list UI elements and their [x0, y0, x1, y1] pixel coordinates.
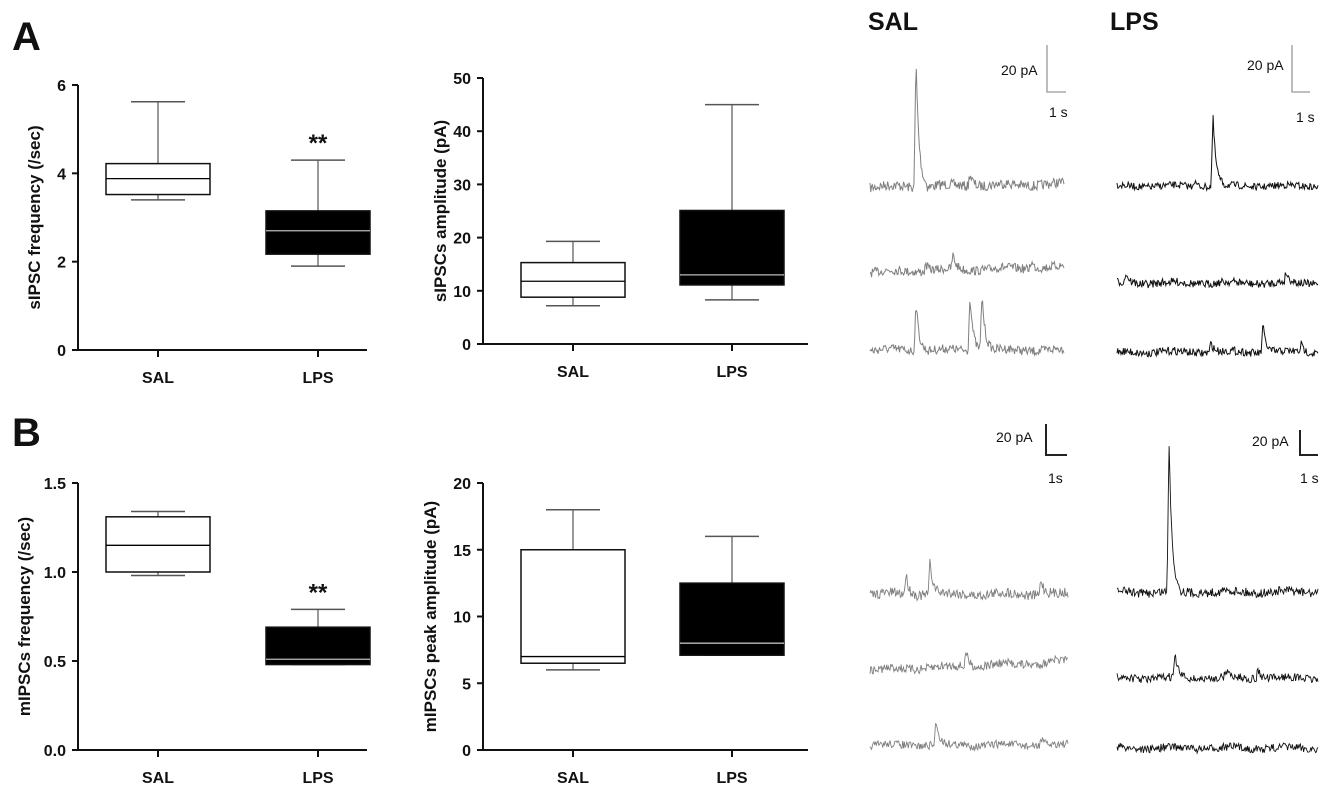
x-tick-label: SAL — [557, 770, 589, 787]
y-tick-label: 1.5 — [44, 476, 66, 493]
scale-bar-y-label: 20 pA — [1247, 57, 1284, 73]
scale-bar-y-label: 20 pA — [1001, 62, 1038, 78]
significance-marker: ** — [309, 130, 328, 157]
y-axis-label: sIPSC frequency (/sec) — [25, 125, 44, 309]
box-iqr — [520, 261, 626, 298]
scale-bar-x-label: 1 s — [1296, 109, 1315, 125]
y-tick-label: 10 — [453, 610, 471, 627]
y-tick-label: 15 — [453, 543, 471, 560]
y-tick-label: 0 — [462, 743, 471, 760]
box-iqr — [265, 626, 371, 666]
chart-sipsc-amplitude: 0 10 20 30 40 50 sIPSCs amplitude (pA) SAL LPS — [431, 71, 808, 381]
x-tick-label: LPS — [716, 770, 747, 787]
y-tick-label: 2 — [57, 255, 66, 272]
box-sal — [520, 508, 626, 671]
scale-bar-lines — [1045, 424, 1067, 456]
trace-title-sal: SAL — [868, 8, 918, 36]
trace-line — [1116, 446, 1319, 599]
scale-bar-x-label: 1s — [1048, 470, 1063, 486]
y-tick-label: 50 — [453, 71, 471, 88]
box-lps — [679, 535, 785, 656]
trace-line — [1116, 272, 1319, 289]
box-lps — [265, 608, 371, 666]
scale-bar-x-label: 1 s — [1300, 470, 1319, 486]
scale-bar-y-label: 20 pA — [996, 429, 1033, 445]
y-tick-label: 5 — [462, 676, 471, 693]
box-iqr — [105, 516, 211, 573]
x-tick-label: SAL — [557, 364, 589, 381]
panel-label-b: B — [12, 411, 41, 455]
box-iqr — [679, 209, 785, 286]
trace-line — [869, 68, 1065, 193]
scale-bar-a-lps: 20 pA 1 s — [1247, 45, 1315, 125]
trace-line — [1116, 325, 1319, 358]
box-sal — [105, 101, 211, 201]
box-iqr — [265, 210, 371, 255]
x-tick-label: LPS — [302, 770, 333, 787]
y-tick-label: 0.0 — [44, 743, 66, 760]
x-tick-label: LPS — [716, 364, 747, 381]
scale-bar-x-label: 1 s — [1049, 104, 1068, 120]
y-tick-label: 0 — [57, 343, 66, 360]
trace-line — [1116, 115, 1319, 192]
y-axis-label: mIPSCs frequency (/sec) — [15, 517, 34, 716]
y-tick-label: 20 — [453, 476, 471, 493]
x-tick-label: SAL — [142, 770, 174, 787]
y-axis-label: sIPSCs amplitude (pA) — [431, 120, 450, 302]
trace-line — [1116, 654, 1319, 684]
box-sal — [520, 240, 626, 307]
box-iqr — [679, 582, 785, 656]
trace-line — [869, 722, 1069, 752]
trace-line — [869, 558, 1069, 602]
trace-line — [869, 252, 1065, 278]
trace-title-lps: LPS — [1110, 8, 1159, 36]
scale-bar-b-lps: 20 pA 1 s — [1252, 430, 1319, 486]
x-tick-label: SAL — [142, 370, 174, 387]
panel-label-a: A — [12, 15, 41, 59]
box-sal — [105, 510, 211, 577]
chart-mipsc-peak-amplitude: 0 5 10 15 20 mIPSCs peak amplitude (pA) SAL LPS — [421, 476, 808, 787]
y-axis-label: mIPSCs peak amplitude (pA) — [421, 501, 440, 732]
box-lps — [679, 103, 785, 301]
current-traces — [869, 68, 1319, 755]
scale-bar-a-sal: 20 pA 1 s — [1001, 45, 1068, 120]
y-tick-label: 0 — [462, 337, 471, 354]
y-tick-label: 0.5 — [44, 654, 66, 671]
trace-line — [869, 651, 1069, 675]
chart-sipsc-frequency: 0 2 4 6 sIPSC frequency (/sec) SAL LPS ** — [25, 78, 371, 387]
significance-marker: ** — [309, 579, 328, 606]
y-tick-label: 10 — [453, 284, 471, 301]
x-tick-label: LPS — [302, 370, 333, 387]
scale-bar-y-label: 20 pA — [1252, 433, 1289, 449]
y-tick-label: 40 — [453, 124, 471, 141]
scale-bar-lines — [1291, 45, 1310, 93]
trace-line — [1116, 741, 1319, 755]
y-tick-label: 30 — [453, 177, 471, 194]
y-tick-label: 1.0 — [44, 565, 66, 582]
y-tick-label: 6 — [57, 78, 66, 95]
scale-bar-lines — [1046, 45, 1066, 93]
y-tick-label: 4 — [57, 166, 66, 183]
scale-bar-b-sal: 20 pA 1s — [996, 424, 1067, 486]
chart-mipsc-frequency: 0.0 0.5 1.0 1.5 mIPSCs frequency (/sec) SAL LP… — [15, 476, 371, 787]
scale-bar-lines — [1299, 430, 1318, 456]
trace-line — [869, 299, 1065, 357]
box-lps — [265, 159, 371, 267]
box-iqr — [520, 549, 626, 664]
y-tick-label: 20 — [453, 231, 471, 248]
